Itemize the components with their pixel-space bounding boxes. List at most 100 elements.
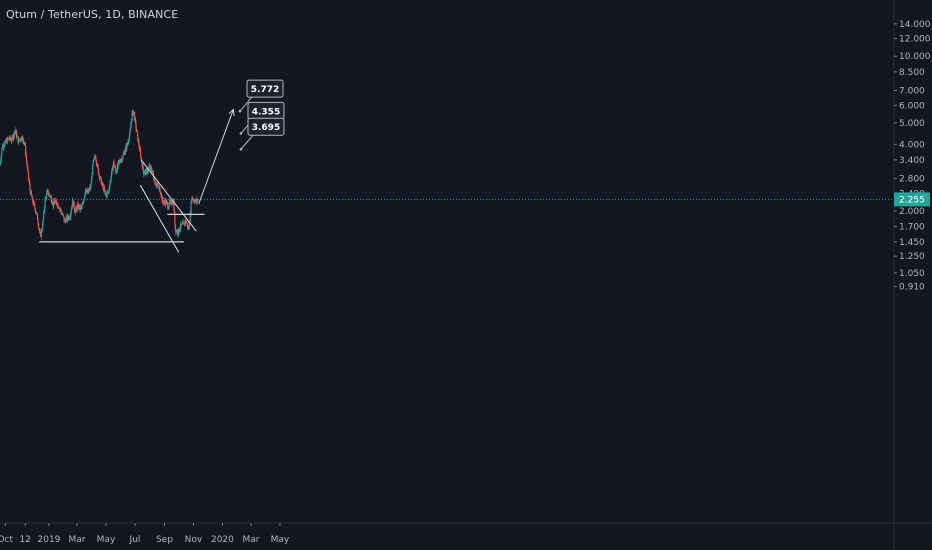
- x-tick-label: 12: [19, 535, 30, 545]
- candle-body: [128, 140, 130, 142]
- candle: [111, 170, 113, 179]
- candle-body: [54, 201, 56, 204]
- candle-body: [142, 164, 144, 170]
- candle-body: [55, 200, 58, 205]
- candle-body: [20, 137, 22, 141]
- candle: [122, 157, 124, 162]
- candle: [177, 233, 179, 238]
- candle: [0, 152, 3, 162]
- candle-body: [180, 223, 182, 229]
- target-callout[interactable]: 4.355: [239, 101, 285, 135]
- candle-body: [104, 191, 107, 194]
- candle-body: [48, 193, 51, 196]
- candle-body: [167, 203, 169, 209]
- candle-body: [53, 200, 55, 203]
- candle: [138, 142, 140, 152]
- candle-body: [22, 138, 24, 142]
- candle-body: [35, 212, 37, 214]
- candle-body: [70, 212, 72, 217]
- candle-body: [15, 130, 17, 132]
- candle: [55, 197, 57, 201]
- trend-line: [139, 184, 180, 253]
- candle-body: [190, 200, 193, 202]
- candle: [112, 164, 114, 174]
- candle: [165, 198, 167, 205]
- candle-body: [92, 161, 94, 165]
- candle-body: [75, 206, 78, 208]
- candle-body: [93, 159, 95, 162]
- x-tick-label: Nov: [185, 535, 203, 545]
- candle-body: [60, 208, 62, 212]
- candle-body: [188, 227, 190, 229]
- candle-body: [47, 193, 50, 195]
- candle-body: [39, 231, 41, 232]
- candle-body: [189, 213, 191, 223]
- candle-body: [130, 125, 132, 129]
- candle-body: [122, 154, 124, 158]
- candle: [71, 204, 73, 211]
- candle-body: [67, 215, 69, 219]
- candle: [174, 224, 176, 231]
- candle-body: [83, 199, 85, 201]
- candle-body: [1, 147, 3, 149]
- target-callout[interactable]: 5.772: [238, 79, 284, 113]
- candle-body: [18, 138, 20, 140]
- candle-body: [95, 158, 97, 161]
- y-tick-label: 4.000: [899, 140, 925, 150]
- callout-anchor-dot: [239, 132, 243, 135]
- x-tick-label: 2019: [38, 535, 61, 545]
- candle-body: [138, 145, 140, 149]
- candle-body: [110, 175, 112, 180]
- candle: [139, 145, 141, 153]
- candle-body: [174, 224, 176, 231]
- candle: [144, 170, 146, 176]
- candle-body: [148, 167, 150, 169]
- candle-body: [99, 177, 101, 179]
- candle-body: [23, 141, 25, 144]
- candle-body: [38, 227, 40, 229]
- candle-body: [26, 156, 28, 162]
- candle-body: [0, 153, 3, 160]
- candle-body: [9, 136, 11, 139]
- candle: [53, 197, 55, 203]
- candle-body: [137, 133, 139, 142]
- candle-body: [117, 161, 119, 166]
- candle-body: [136, 130, 138, 132]
- candle-body: [147, 171, 149, 173]
- candle: [101, 180, 103, 186]
- candle-body: [179, 228, 181, 231]
- candle-body: [97, 167, 99, 175]
- candle-body: [44, 206, 46, 211]
- candle-body: [129, 128, 131, 132]
- candle-body: [47, 189, 49, 194]
- candle-body: [22, 136, 24, 139]
- candle-body: [112, 165, 114, 171]
- target-callout[interactable]: 3.695: [239, 117, 285, 151]
- candle-body: [8, 138, 10, 140]
- candle-body: [98, 174, 100, 179]
- current-price-label: 2.255: [899, 195, 925, 205]
- candle-body: [188, 228, 190, 230]
- candle-body: [16, 131, 18, 138]
- candle-body: [59, 207, 61, 209]
- candle-body: [93, 156, 96, 159]
- candle-body: [185, 220, 187, 223]
- candle: [167, 200, 169, 211]
- candle: [189, 210, 191, 224]
- candle-body: [128, 136, 130, 141]
- y-tick-label: 12.000: [899, 35, 931, 45]
- x-tick-label: May: [97, 535, 116, 545]
- candle-body: [130, 122, 132, 126]
- candle: [70, 211, 72, 220]
- candle-body: [74, 208, 76, 212]
- candle-body: [12, 137, 14, 140]
- candle-body: [174, 213, 176, 225]
- candle-body: [75, 206, 77, 210]
- candle: [38, 228, 41, 234]
- candle-body: [113, 165, 116, 167]
- candle: [93, 158, 95, 162]
- candle: [162, 201, 165, 206]
- candle: [6, 136, 8, 145]
- candle-body: [42, 222, 44, 229]
